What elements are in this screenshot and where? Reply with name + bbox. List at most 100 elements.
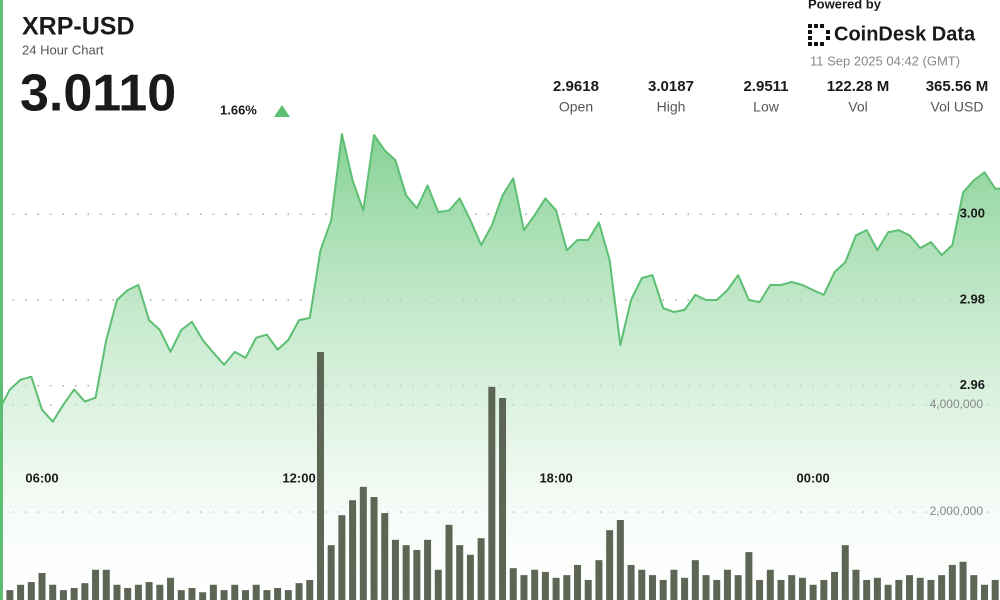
- volume-bar: [252, 584, 260, 600]
- volume-bar: [124, 587, 132, 600]
- stat-label: High: [657, 99, 686, 115]
- volume-bar: [681, 577, 689, 600]
- volume-bar: [713, 579, 721, 600]
- stat-value: 2.9511: [743, 78, 788, 95]
- volume-bar: [756, 579, 764, 600]
- volume-bar: [413, 549, 421, 600]
- volume-bar: [788, 575, 796, 600]
- x-tick-label: 12:00: [282, 470, 315, 485]
- volume-bar: [70, 587, 78, 600]
- volume-bar: [92, 569, 100, 600]
- volume-bar: [81, 583, 89, 600]
- volume-bar: [873, 577, 881, 600]
- volume-bar: [327, 545, 335, 600]
- volume-bar: [766, 569, 774, 600]
- volume-bar: [6, 590, 14, 600]
- volume-bar: [723, 569, 731, 600]
- y-tick-label: 3.00: [960, 206, 985, 221]
- volume-bar: [884, 584, 892, 600]
- volume-bar: [17, 584, 25, 600]
- volume-bar: [424, 539, 432, 600]
- title: XRP-USD: [22, 13, 135, 41]
- volume-bar: [466, 554, 474, 600]
- y2-tick-label: 4,000,000: [930, 397, 984, 411]
- volume-bar: [777, 579, 785, 600]
- volume-bar: [306, 579, 314, 600]
- volume-bar: [231, 584, 239, 600]
- volume-bar: [552, 577, 560, 600]
- axis-labels: 2.96 2.98 3.00 2,000,000 4,000,000 06:00 12:00…: [25, 206, 985, 518]
- volume-bar: [134, 584, 142, 600]
- volume-bar: [916, 577, 924, 600]
- volume-bar: [831, 571, 839, 600]
- volume-bar: [113, 584, 121, 600]
- volume-bar: [509, 568, 517, 600]
- volume-bar: [499, 398, 507, 600]
- volume-bar: [616, 520, 624, 600]
- volume-bar: [638, 569, 646, 600]
- volume-bar: [574, 564, 582, 600]
- volume-bar: [906, 575, 914, 600]
- plot-area: 2.96 2.98 3.00 2,000,000 4,000,000 06:00 12:00…: [0, 133, 1000, 600]
- volume-bar: [745, 552, 753, 600]
- x-tick-label: 00:00: [797, 470, 830, 485]
- volume-bar: [167, 577, 175, 600]
- volume-bar: [242, 590, 249, 600]
- volume-bar: [852, 569, 860, 600]
- volume-bar: [370, 497, 378, 600]
- stat-label: Vol: [848, 99, 867, 115]
- stat-value: 2.9618: [553, 78, 599, 95]
- volume-bar: [702, 575, 710, 600]
- stat-label: Open: [559, 99, 593, 115]
- volume-bar: [970, 575, 978, 600]
- x-tick-label: 18:00: [539, 470, 572, 485]
- volume-bar: [445, 524, 453, 600]
- stat-label: Vol USD: [931, 99, 984, 115]
- volume-bar: [145, 582, 153, 600]
- volume-bar: [959, 561, 967, 600]
- volume-bar: [38, 572, 46, 600]
- volume-bar: [531, 569, 539, 600]
- subtitle: 24 Hour Chart: [22, 42, 104, 57]
- volume-bar: [349, 500, 357, 600]
- volume-bar: [188, 587, 196, 600]
- volume-bar: [456, 545, 464, 600]
- marks: [0, 133, 1000, 600]
- volume-bar: [102, 569, 110, 600]
- volume-bar: [798, 577, 806, 600]
- up-arrow: [274, 105, 290, 117]
- volume-bar: [381, 513, 389, 600]
- volume-bar: [199, 592, 207, 600]
- volume-bar: [402, 545, 410, 600]
- volume-bar: [991, 579, 999, 600]
- volume-bar: [863, 579, 871, 600]
- left-border: [0, 0, 3, 600]
- volume-bar: [274, 587, 282, 600]
- volume-bar: [434, 569, 442, 600]
- volume-bar: [563, 575, 571, 600]
- powered-by: Powered by: [808, 0, 882, 11]
- volume-bar: [156, 584, 164, 600]
- volume-bar: [648, 575, 656, 600]
- brand: CoinDesk Data: [834, 23, 976, 45]
- volume-bar: [841, 545, 849, 600]
- volume-bar: [284, 590, 292, 600]
- volume-bar: [177, 590, 185, 600]
- volume-bar: [938, 575, 946, 600]
- y-tick-label: 2.96: [960, 377, 985, 392]
- volume-bar: [584, 579, 592, 600]
- price-area: [0, 134, 1000, 600]
- volume-bar: [606, 530, 614, 600]
- x-tick-label: 06:00: [25, 470, 58, 485]
- volume-bar: [734, 575, 742, 600]
- stat-value: 122.28 M: [827, 78, 890, 95]
- volume-bar: [659, 579, 667, 600]
- stat-value: 365.56 M: [926, 78, 989, 95]
- volume-bar: [948, 564, 956, 600]
- volume-bar: [980, 584, 988, 600]
- volume-bar: [520, 575, 528, 600]
- volume-bar: [391, 539, 399, 600]
- timestamp: 11 Sep 2025 04:42 (GMT): [810, 53, 960, 68]
